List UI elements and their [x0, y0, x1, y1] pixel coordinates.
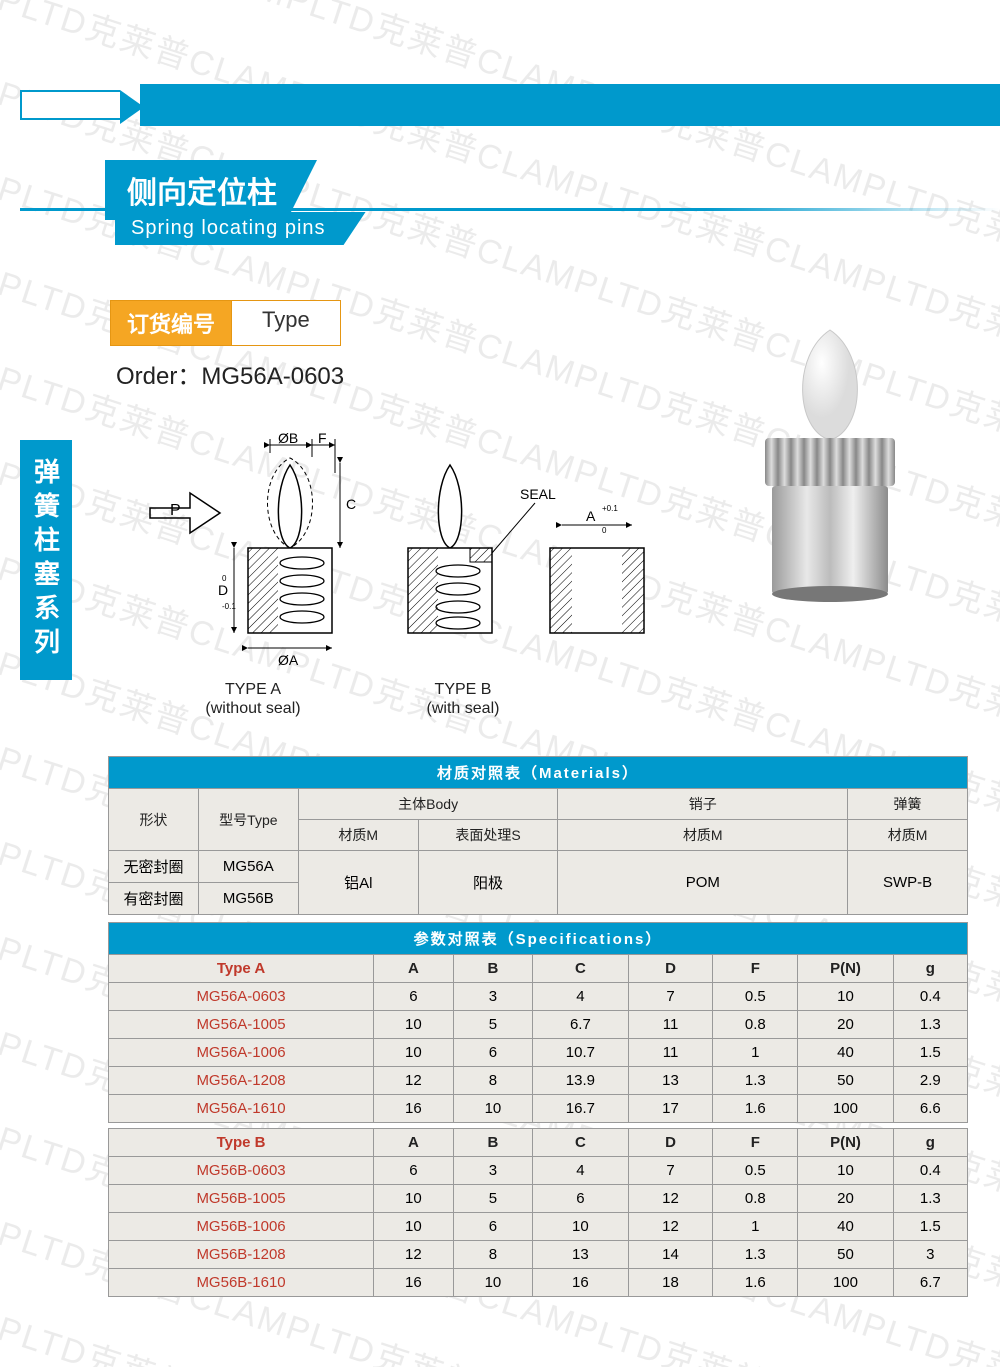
title-cn: 侧向定位柱 [105, 160, 317, 220]
svg-text:D: D [218, 582, 228, 598]
order-label: 订货编号 [110, 300, 232, 346]
spec-table-b: Type B A B C D F P(N) g MG56B-060363470.… [108, 1128, 968, 1297]
product-photo [720, 310, 940, 610]
table-row: MG56A-10051056.7110.8201.3 [109, 1011, 968, 1039]
svg-text:SEAL: SEAL [520, 486, 556, 502]
svg-text:0: 0 [222, 574, 227, 583]
spec-code: MG56B-1610 [109, 1269, 374, 1297]
spec-code: MG56A-1006 [109, 1039, 374, 1067]
spec-code: MG56B-1006 [109, 1213, 374, 1241]
svg-text:0: 0 [602, 526, 607, 535]
spec-code: MG56B-1208 [109, 1241, 374, 1269]
title-en: Spring locating pins [115, 212, 366, 245]
side-category-tab: 弹簧柱塞系列 [20, 440, 72, 680]
specs-title: 参数对照表（Specifications） [109, 923, 968, 955]
table-row: MG56B-060363470.5100.4 [109, 1157, 968, 1185]
svg-text:A: A [586, 508, 596, 524]
spec-code: MG56A-1005 [109, 1011, 374, 1039]
typea-title: TYPE A [168, 680, 338, 699]
spec-table-a: 参数对照表（Specifications） Type A A B C D F P… [108, 922, 968, 1123]
technical-diagram: P ØB F C [110, 418, 650, 708]
svg-text:P: P [170, 502, 181, 519]
spec-code: MG56A-1208 [109, 1067, 374, 1095]
order-block: 订货编号 Type Order：MG56A-0603 [110, 300, 344, 391]
svg-text:ØA: ØA [278, 652, 299, 668]
table-row: MG56A-100610610.7111401.5 [109, 1039, 968, 1067]
table-row: MG56B-1610161016181.61006.7 [109, 1269, 968, 1297]
svg-text:F: F [318, 430, 327, 446]
spec-code: MG56A-0603 [109, 983, 374, 1011]
typea-sub: (without seal) [168, 699, 338, 718]
top-bar [0, 84, 1000, 126]
table-row: MG56A-060363470.5100.4 [109, 983, 968, 1011]
spec-code: MG56B-0603 [109, 1157, 374, 1185]
table-row: MG56B-120812813141.3503 [109, 1241, 968, 1269]
spec-code: MG56A-1610 [109, 1095, 374, 1123]
diagram-captions: TYPE A (without seal) TYPE B (with seal) [110, 680, 548, 718]
typeb-sub: (with seal) [378, 699, 548, 718]
typeb-title: TYPE B [378, 680, 548, 699]
svg-text:+0.1: +0.1 [602, 504, 618, 513]
table-row: MG56A-120812813.9131.3502.9 [109, 1067, 968, 1095]
svg-text:ØB: ØB [278, 430, 298, 446]
table-row: MG56B-10051056120.8201.3 [109, 1185, 968, 1213]
order-type-label: Type [232, 300, 341, 346]
materials-table: 材质对照表（Materials） 形状 型号Type 主体Body 销子 弹簧 … [108, 756, 968, 915]
svg-text:-0.1: -0.1 [222, 602, 236, 611]
order-code: Order：MG56A-0603 [110, 356, 344, 391]
materials-title: 材质对照表（Materials） [109, 757, 968, 789]
table-row: MG56B-100610610121401.5 [109, 1213, 968, 1241]
spec-code: MG56B-1005 [109, 1185, 374, 1213]
svg-text:C: C [346, 496, 356, 512]
table-row: MG56A-1610161016.7171.61006.6 [109, 1095, 968, 1123]
